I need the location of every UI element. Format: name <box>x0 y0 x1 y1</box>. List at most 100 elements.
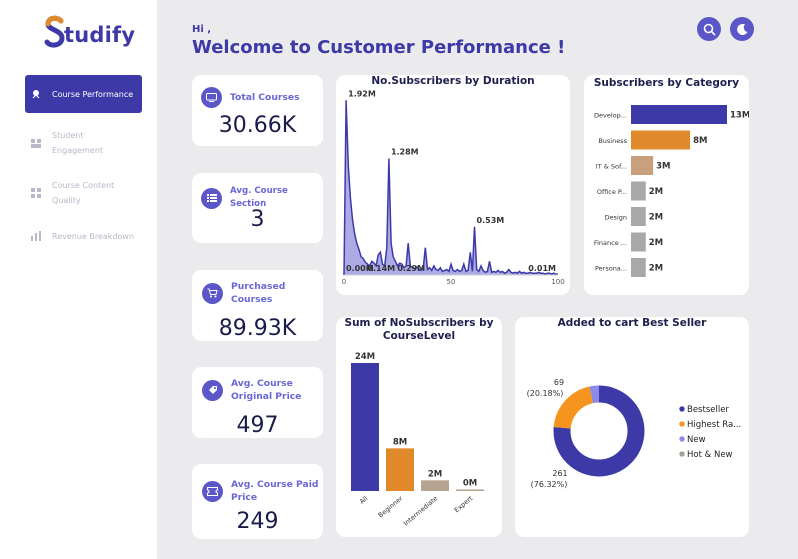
data-label: 261 <box>552 469 567 478</box>
x-tick-label: 100 <box>551 278 564 286</box>
sidebar-item-label: Course Content Quality <box>52 181 115 205</box>
bar <box>631 181 646 201</box>
category-tick-label: Persona... <box>595 265 627 273</box>
greeting: Hi , <box>192 24 212 35</box>
data-label: 24M <box>355 352 375 362</box>
duration-chart-card: No.Subscribers by Duration 0 50 100 1.92M 1.… <box>336 75 570 295</box>
legend-label: Hot & New <box>687 450 733 460</box>
logo: tudify <box>44 14 135 54</box>
course-level-bar-chart: 24M All 8M Beginner 2M Intermediate 0M Expert <box>351 352 484 527</box>
cart-icon <box>202 282 223 304</box>
page-title: Welcome to Customer Performance ! <box>192 37 566 58</box>
bestseller-chart-card: Added to cart Best Seller 261 (76.32%) 69 (… <box>515 317 749 537</box>
chart-title: Subscribers by Category <box>593 77 740 89</box>
users-icon <box>25 137 47 149</box>
data-label: 2M <box>649 238 663 248</box>
data-label: 3M <box>656 162 670 172</box>
sidebar-item-course-performance[interactable]: Course Performance <box>25 75 142 113</box>
category-chart-card: Subscribers by Category Develop... 13M Bus… <box>584 75 749 295</box>
area-fill <box>344 100 558 275</box>
legend-label: New <box>687 435 706 445</box>
bar <box>631 258 646 277</box>
category-tick-label: Design <box>605 214 627 222</box>
legend-marker <box>679 436 685 442</box>
data-label: 69 <box>554 378 564 387</box>
sidebar-item-label: Course Performance <box>52 89 134 99</box>
data-label: 8M <box>393 437 407 447</box>
data-label: 0.53M <box>477 216 505 225</box>
kpi-card-avg-course-section: Avg. Course Section 3 <box>192 173 323 243</box>
moon-icon <box>736 23 747 35</box>
legend-marker <box>679 451 685 457</box>
legend-marker <box>679 406 685 412</box>
list-icon <box>201 187 222 209</box>
data-label: 13M <box>730 111 749 121</box>
monitor-icon <box>201 87 222 108</box>
kpi-card-purchased-courses: Purchased Courses 89.93K <box>192 270 323 341</box>
data-label: 2M <box>649 187 663 197</box>
legend-label: Bestseller <box>687 405 729 415</box>
data-label: 2M <box>649 213 663 223</box>
chart-title: No.Subscribers by Duration <box>371 75 535 87</box>
sidebar-item-course-content-quality[interactable]: Course Content Quality <box>25 174 142 212</box>
bar <box>421 480 449 491</box>
kpi-card-total-courses: Total Courses 30.66K <box>192 75 323 146</box>
bar <box>386 448 414 491</box>
category-bar-chart: Develop... 13M Business 8M IT & Sof... 3M Offi… <box>594 105 749 277</box>
bar <box>631 130 691 150</box>
category-tick-label: IT & Sof... <box>596 163 627 171</box>
category-tick-label: Finance ... <box>594 239 627 247</box>
bar <box>351 363 379 491</box>
chart-title: Sum of NoSubscribers by CourseLevel <box>344 317 494 342</box>
data-label: 0.00M <box>346 264 374 273</box>
kpi-value: 30.66K <box>218 113 297 138</box>
theme-toggle-button[interactable] <box>730 17 754 41</box>
kpi-card-avg-original-price: Avg. Course Original Price 497 <box>192 367 323 438</box>
kpi-label: Avg. Course Original Price <box>231 378 302 402</box>
sidebar-item-student-engagement[interactable]: Student Engagement <box>25 124 142 162</box>
search-button[interactable] <box>697 17 721 41</box>
data-label-percent: (76.32%) <box>531 480 568 489</box>
data-label: 1.28M <box>391 148 419 157</box>
kpi-value: 497 <box>236 413 279 438</box>
course-level-chart-card: Sum of NoSubscribers by CourseLevel 24M A… <box>336 317 502 537</box>
x-tick-label: 50 <box>447 278 456 286</box>
category-tick-label: All <box>358 494 369 505</box>
bar <box>631 156 654 175</box>
logo-s-icon <box>44 15 65 48</box>
kpi-card-avg-paid-price: Avg. Course Paid Price 249 <box>192 464 323 539</box>
category-tick-label: Expert <box>453 494 475 514</box>
category-tick-label: Intermediate <box>402 494 439 527</box>
kpi-label: Avg. Course Paid Price <box>231 479 319 503</box>
sidebar-item-revenue-breakdown[interactable]: Revenue Breakdown <box>25 217 142 255</box>
kpi-label: Avg. Course Section <box>230 186 288 209</box>
kpi-label: Total Courses <box>230 92 300 103</box>
kpi-label: Purchased Courses <box>231 281 286 305</box>
category-tick-label: Office P... <box>597 188 627 196</box>
bar <box>631 105 727 124</box>
bar <box>631 232 646 252</box>
data-label: 8M <box>693 136 707 146</box>
data-label: 0.29M <box>397 264 425 273</box>
data-label: 0.01M <box>528 264 556 273</box>
series-line <box>343 100 558 276</box>
bar <box>631 207 646 226</box>
brand-name: tudify <box>64 23 136 47</box>
kpi-value: 89.93K <box>218 316 297 341</box>
data-label-percent: (20.18%) <box>527 389 564 398</box>
rocket-icon <box>25 88 47 100</box>
tag-icon <box>202 379 223 401</box>
sidebar-item-label: Student Engagement <box>52 131 104 155</box>
category-tick-label: Develop... <box>594 112 627 120</box>
chart-icon <box>25 230 47 242</box>
data-label: 1.92M <box>348 89 376 98</box>
data-label: 2M <box>428 469 442 479</box>
kpi-value: 249 <box>236 509 279 534</box>
pie-slice <box>553 385 645 477</box>
data-label: 0M <box>463 478 477 488</box>
legend-marker <box>679 421 685 427</box>
category-tick-label: Business <box>598 137 627 145</box>
legend-label: Highest Ra... <box>687 420 741 430</box>
kpi-value: 3 <box>250 207 265 232</box>
